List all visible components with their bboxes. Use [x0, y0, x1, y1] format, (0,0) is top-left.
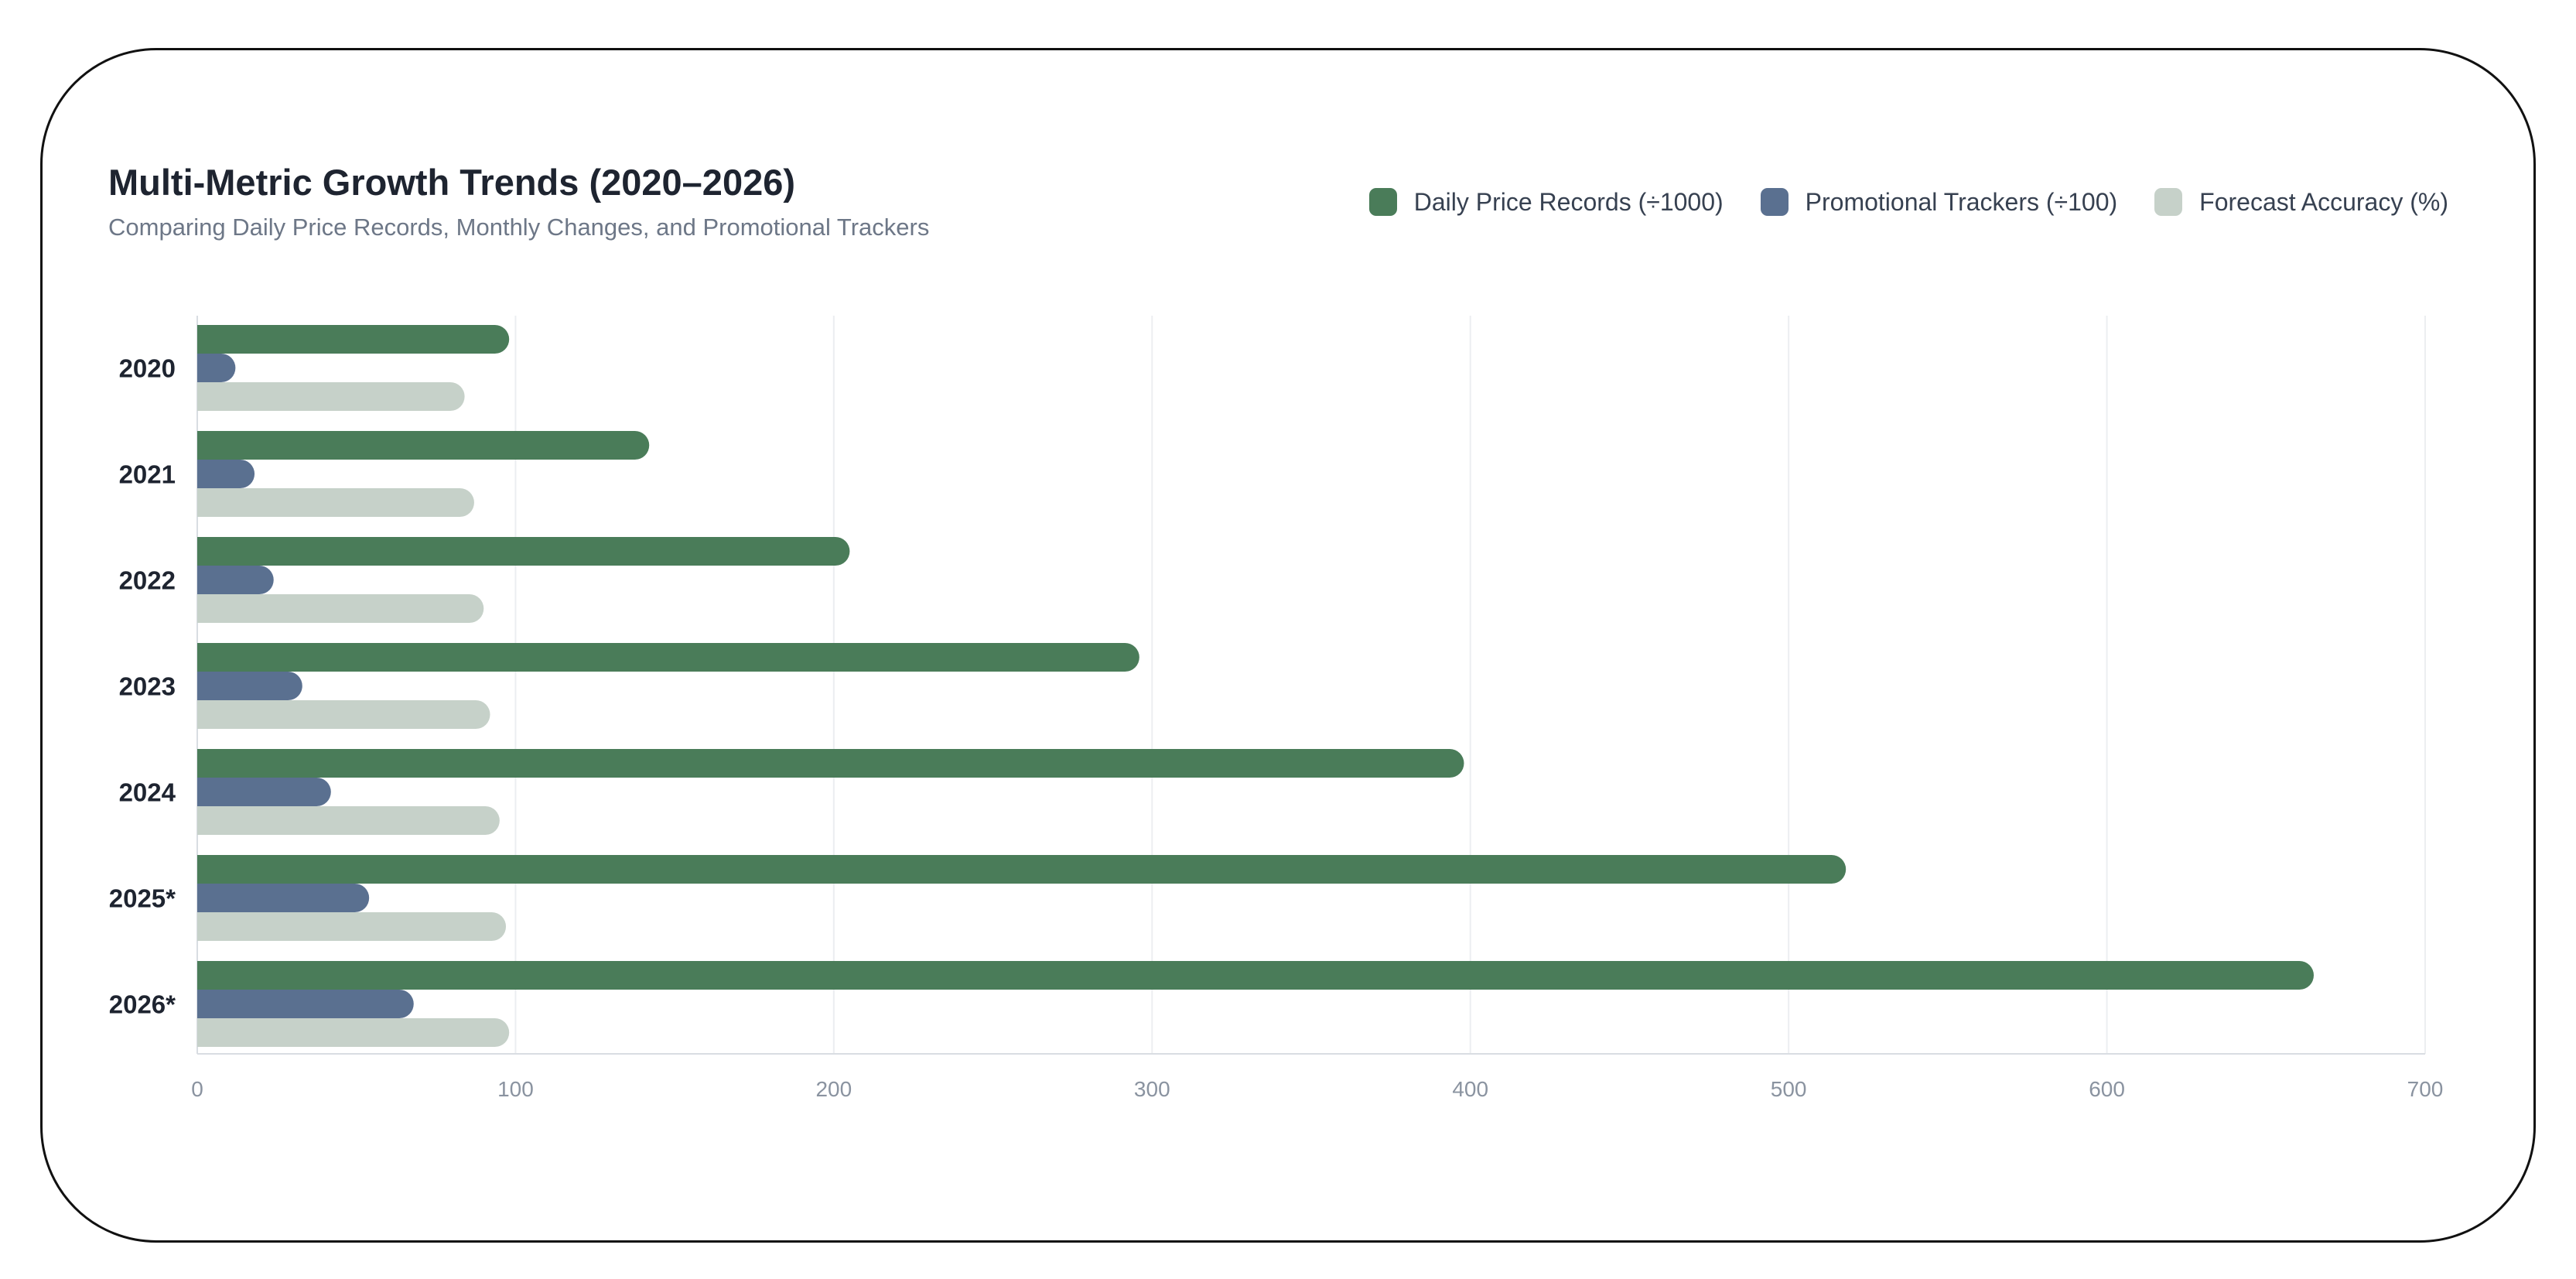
- chart-legend: Daily Price Records (÷1000) Promotional …: [1327, 186, 2448, 218]
- legend-item-daily-price-records[interactable]: Daily Price Records (÷1000): [1368, 187, 1724, 217]
- legend-label: Forecast Accuracy (%): [2199, 187, 2448, 216]
- x-tick-label: 300: [1134, 1077, 1170, 1101]
- x-tick-label: 500: [1771, 1077, 1807, 1101]
- y-tick-label: 2024: [119, 778, 176, 807]
- legend-swatch-daily-price-records: [1368, 188, 1397, 216]
- bar-2024-series-2: [197, 806, 500, 835]
- bar-2020-series-0: [197, 325, 510, 354]
- bar-2025-series-1: [197, 884, 370, 912]
- bar-2023-series-2: [197, 700, 490, 729]
- y-tick-label: 2022: [119, 566, 176, 595]
- legend-swatch-promotional-trackers: [1760, 188, 1789, 216]
- bar-2021-series-1: [197, 460, 255, 488]
- bar-2026-series-0: [197, 961, 2314, 990]
- bar-2026-series-1: [197, 990, 414, 1019]
- bar-2025-series-0: [197, 855, 1847, 884]
- bar-2020-series-2: [197, 382, 465, 411]
- bar-2024-series-1: [197, 778, 331, 806]
- legend-swatch-forecast-accuracy: [2154, 188, 2183, 216]
- legend-label: Daily Price Records (÷1000): [1413, 187, 1724, 216]
- bar-2022-series-0: [197, 537, 850, 566]
- legend-item-forecast-accuracy[interactable]: Forecast Accuracy (%): [2154, 188, 2448, 217]
- bar-2020-series-1: [197, 354, 236, 382]
- bar-2024-series-0: [197, 749, 1464, 778]
- x-tick-label: 100: [497, 1077, 534, 1101]
- y-tick-label: 2021: [119, 460, 176, 489]
- chart-title: Multi-Metric Growth Trends (2020–2026): [108, 162, 796, 203]
- x-tick-label: 700: [2407, 1077, 2444, 1101]
- bar-2022-series-2: [197, 594, 484, 623]
- y-tick-label: 2025*: [109, 884, 176, 913]
- x-tick-label: 600: [2089, 1077, 2125, 1101]
- x-tick-label: 400: [1452, 1077, 1488, 1101]
- chart-subtitle: Comparing Daily Price Records, Monthly C…: [108, 214, 930, 241]
- bar-2023-series-1: [197, 672, 302, 700]
- x-tick-label: 0: [191, 1077, 203, 1101]
- bar-2025-series-2: [197, 912, 507, 941]
- bar-2022-series-1: [197, 566, 274, 594]
- y-tick-label: 2020: [119, 354, 176, 383]
- legend-label: Promotional Trackers (÷100): [1805, 187, 2118, 216]
- bar-2021-series-0: [197, 431, 650, 460]
- y-tick-label: 2023: [119, 672, 176, 701]
- y-tick-label: 2026*: [109, 990, 176, 1019]
- bar-2023-series-0: [197, 643, 1139, 672]
- bar-2021-series-2: [197, 488, 474, 517]
- bar-2026-series-2: [197, 1018, 510, 1047]
- x-tick-label: 200: [815, 1077, 852, 1101]
- legend-item-promotional-trackers[interactable]: Promotional Trackers (÷100): [1760, 187, 2118, 217]
